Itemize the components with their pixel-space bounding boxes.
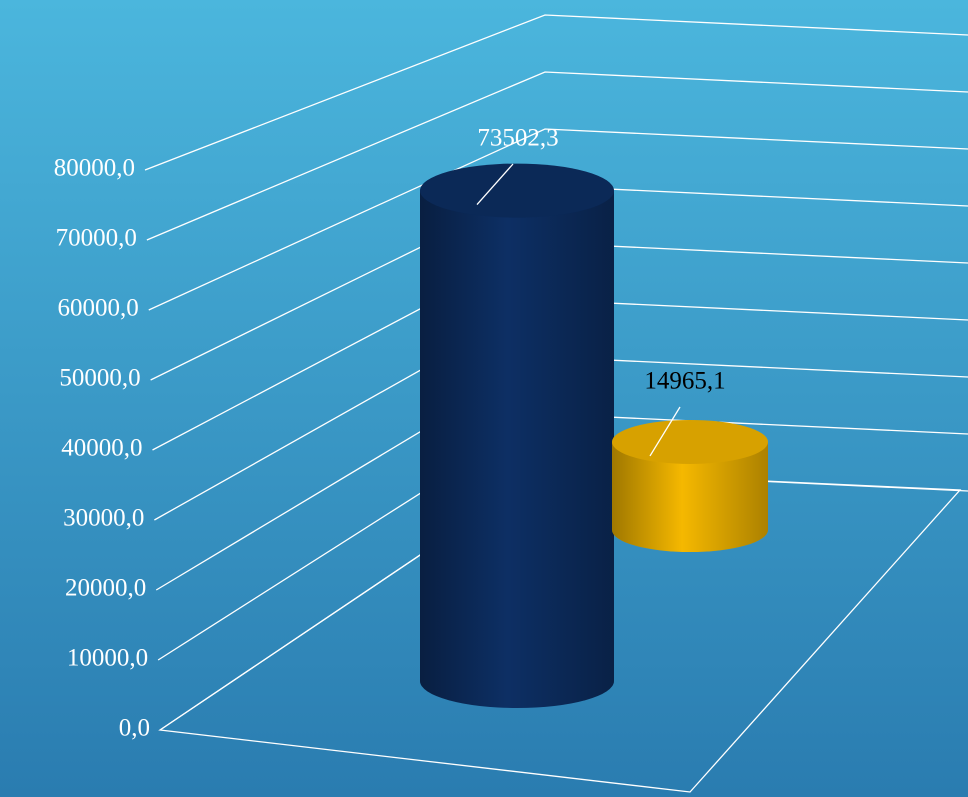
data-label: 14965,1	[644, 368, 725, 395]
y-tick-label: 10000,0	[67, 645, 148, 672]
cylinder-top	[612, 419, 768, 464]
y-tick-label: 0,0	[119, 715, 150, 742]
grid-line	[144, 14, 968, 171]
cylinder-top-shade	[420, 163, 614, 218]
cylinder-shade	[420, 190, 614, 708]
grid-line	[148, 128, 968, 311]
y-tick-label: 30000,0	[63, 505, 144, 532]
leader-line	[476, 163, 514, 206]
y-tick-label: 80000,0	[54, 155, 135, 182]
y-tick-label: 70000,0	[56, 225, 137, 252]
y-tick-label: 40000,0	[61, 435, 142, 462]
grid-line	[146, 71, 968, 241]
y-tick-label: 50000,0	[59, 365, 140, 392]
cylinder-top	[420, 163, 614, 218]
y-tick-label: 60000,0	[58, 295, 139, 322]
cylinder-shade	[612, 441, 768, 552]
data-label: 73502,3	[477, 125, 558, 152]
cylinder-top-shade	[612, 419, 768, 464]
leader-line	[649, 406, 681, 457]
plot: 0,0 10000,0 20000,0 30000,0 40000,0 50000,0 60…	[54, 14, 968, 793]
y-tick-label: 20000,0	[65, 575, 146, 602]
